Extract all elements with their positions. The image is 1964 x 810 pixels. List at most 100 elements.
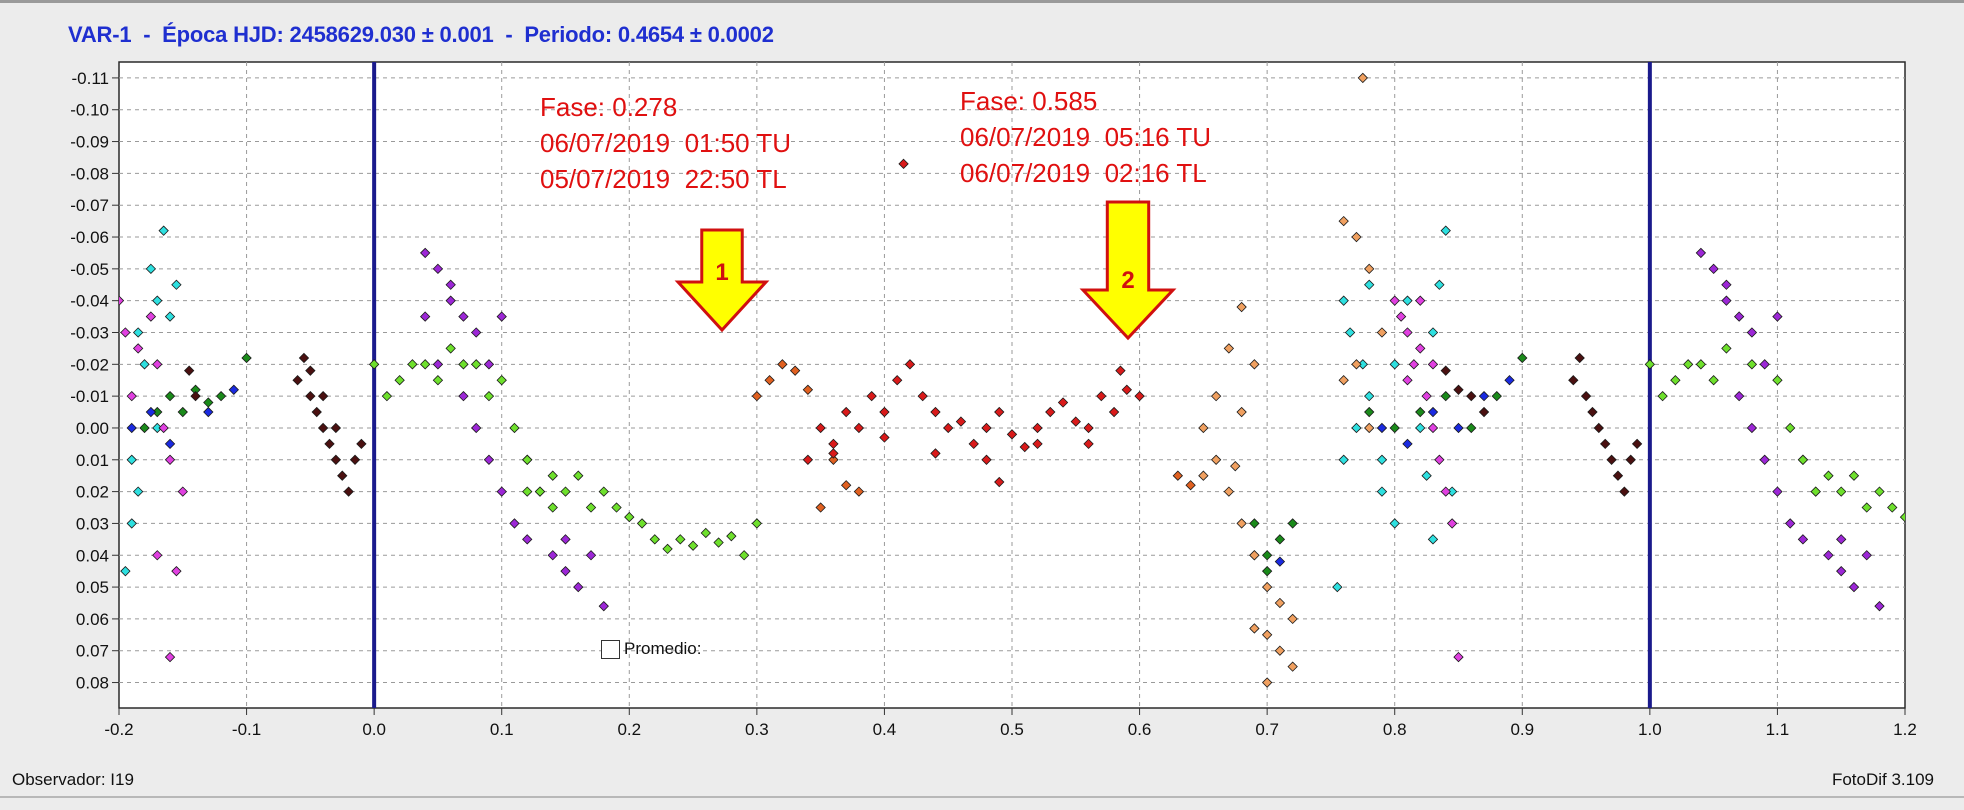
data-point bbox=[471, 327, 482, 338]
data-point bbox=[1274, 597, 1286, 609]
checkbox-box[interactable] bbox=[601, 639, 620, 659]
data-point bbox=[471, 359, 482, 370]
data-point bbox=[1376, 454, 1388, 465]
data-point bbox=[1887, 502, 1898, 513]
data-point bbox=[1682, 359, 1694, 370]
data-point bbox=[1580, 390, 1592, 402]
data-point bbox=[1402, 375, 1413, 386]
data-point bbox=[177, 486, 188, 497]
data-point bbox=[139, 422, 150, 434]
data-point bbox=[145, 311, 157, 322]
data-point bbox=[471, 422, 482, 434]
data-point bbox=[1466, 390, 1477, 402]
data-point bbox=[1453, 384, 1464, 395]
y-tick-label: 0.04 bbox=[76, 546, 109, 565]
data-point bbox=[1797, 454, 1809, 465]
data-point bbox=[305, 390, 316, 402]
data-point bbox=[1172, 470, 1184, 481]
data-point bbox=[445, 295, 456, 306]
data-point bbox=[853, 422, 865, 434]
data-point bbox=[152, 295, 163, 306]
data-point bbox=[1395, 311, 1407, 322]
x-tick-label: 0.2 bbox=[617, 720, 641, 739]
data-point bbox=[1364, 422, 1375, 434]
data-point bbox=[1415, 406, 1426, 418]
x-tick-label: -0.2 bbox=[104, 720, 133, 739]
data-point bbox=[483, 359, 495, 370]
data-point bbox=[522, 454, 533, 465]
data-point bbox=[1440, 390, 1451, 402]
data-point bbox=[853, 486, 865, 497]
data-point bbox=[126, 422, 137, 434]
data-point bbox=[152, 359, 163, 370]
data-point bbox=[994, 406, 1005, 418]
data-point bbox=[1759, 454, 1770, 465]
data-point bbox=[547, 502, 558, 513]
data-point bbox=[1376, 422, 1388, 434]
x-tick-label: -0.1 bbox=[232, 720, 261, 739]
data-point bbox=[1517, 352, 1528, 364]
data-point bbox=[624, 511, 635, 523]
data-point bbox=[1198, 470, 1209, 481]
data-point bbox=[164, 438, 176, 450]
data-point bbox=[1121, 384, 1132, 395]
data-point bbox=[1083, 438, 1094, 450]
data-point bbox=[432, 359, 444, 370]
data-point bbox=[879, 432, 890, 443]
promedio-checkbox[interactable]: Promedio: bbox=[601, 639, 701, 659]
y-tick-label: -0.09 bbox=[70, 133, 109, 152]
data-point bbox=[573, 581, 584, 593]
data-point bbox=[1236, 406, 1247, 418]
data-point bbox=[458, 390, 469, 402]
data-point bbox=[1415, 422, 1426, 434]
data-point bbox=[738, 550, 750, 561]
y-tick-label: 0.05 bbox=[76, 578, 109, 597]
y-tick-label: -0.03 bbox=[70, 323, 109, 342]
data-point bbox=[1364, 263, 1375, 275]
data-point bbox=[573, 470, 584, 481]
data-point bbox=[828, 454, 839, 465]
data-point bbox=[158, 225, 169, 236]
data-point bbox=[898, 158, 909, 169]
data-point bbox=[1134, 390, 1145, 402]
data-point bbox=[483, 454, 495, 465]
x-tick-label: 0.8 bbox=[1383, 720, 1407, 739]
data-point bbox=[1593, 422, 1604, 434]
data-point bbox=[1351, 422, 1362, 434]
data-point bbox=[1721, 295, 1732, 306]
data-point bbox=[132, 343, 144, 354]
data-point bbox=[1351, 359, 1362, 370]
data-point bbox=[311, 406, 322, 418]
data-point bbox=[1338, 295, 1349, 306]
data-point bbox=[1249, 550, 1260, 561]
data-point bbox=[132, 486, 144, 497]
data-point bbox=[317, 422, 329, 434]
data-point bbox=[132, 327, 144, 338]
data-point bbox=[1612, 470, 1624, 481]
data-point bbox=[120, 565, 131, 577]
data-point bbox=[1619, 486, 1630, 497]
data-point bbox=[687, 540, 699, 551]
data-point bbox=[611, 502, 622, 513]
data-point bbox=[1587, 406, 1598, 418]
data-point bbox=[1785, 422, 1796, 434]
data-point bbox=[420, 311, 431, 322]
data-point bbox=[1478, 406, 1490, 418]
data-point bbox=[1644, 359, 1656, 370]
data-point bbox=[1389, 518, 1400, 529]
window-top-border bbox=[0, 0, 1964, 3]
data-point bbox=[892, 375, 903, 386]
data-point bbox=[1332, 581, 1343, 593]
data-point bbox=[1230, 460, 1241, 472]
data-point bbox=[1108, 406, 1120, 418]
x-tick-label: 1.2 bbox=[1893, 720, 1917, 739]
annotation-text-1: 06/07/2019 01:50 TU bbox=[540, 128, 791, 158]
data-point bbox=[1357, 72, 1368, 84]
data-point bbox=[356, 438, 367, 450]
x-tick-label: 0.1 bbox=[490, 720, 514, 739]
data-point bbox=[305, 365, 316, 376]
data-point bbox=[349, 454, 361, 465]
data-point bbox=[1746, 422, 1758, 434]
data-point bbox=[1287, 518, 1298, 529]
data-point bbox=[119, 295, 125, 306]
